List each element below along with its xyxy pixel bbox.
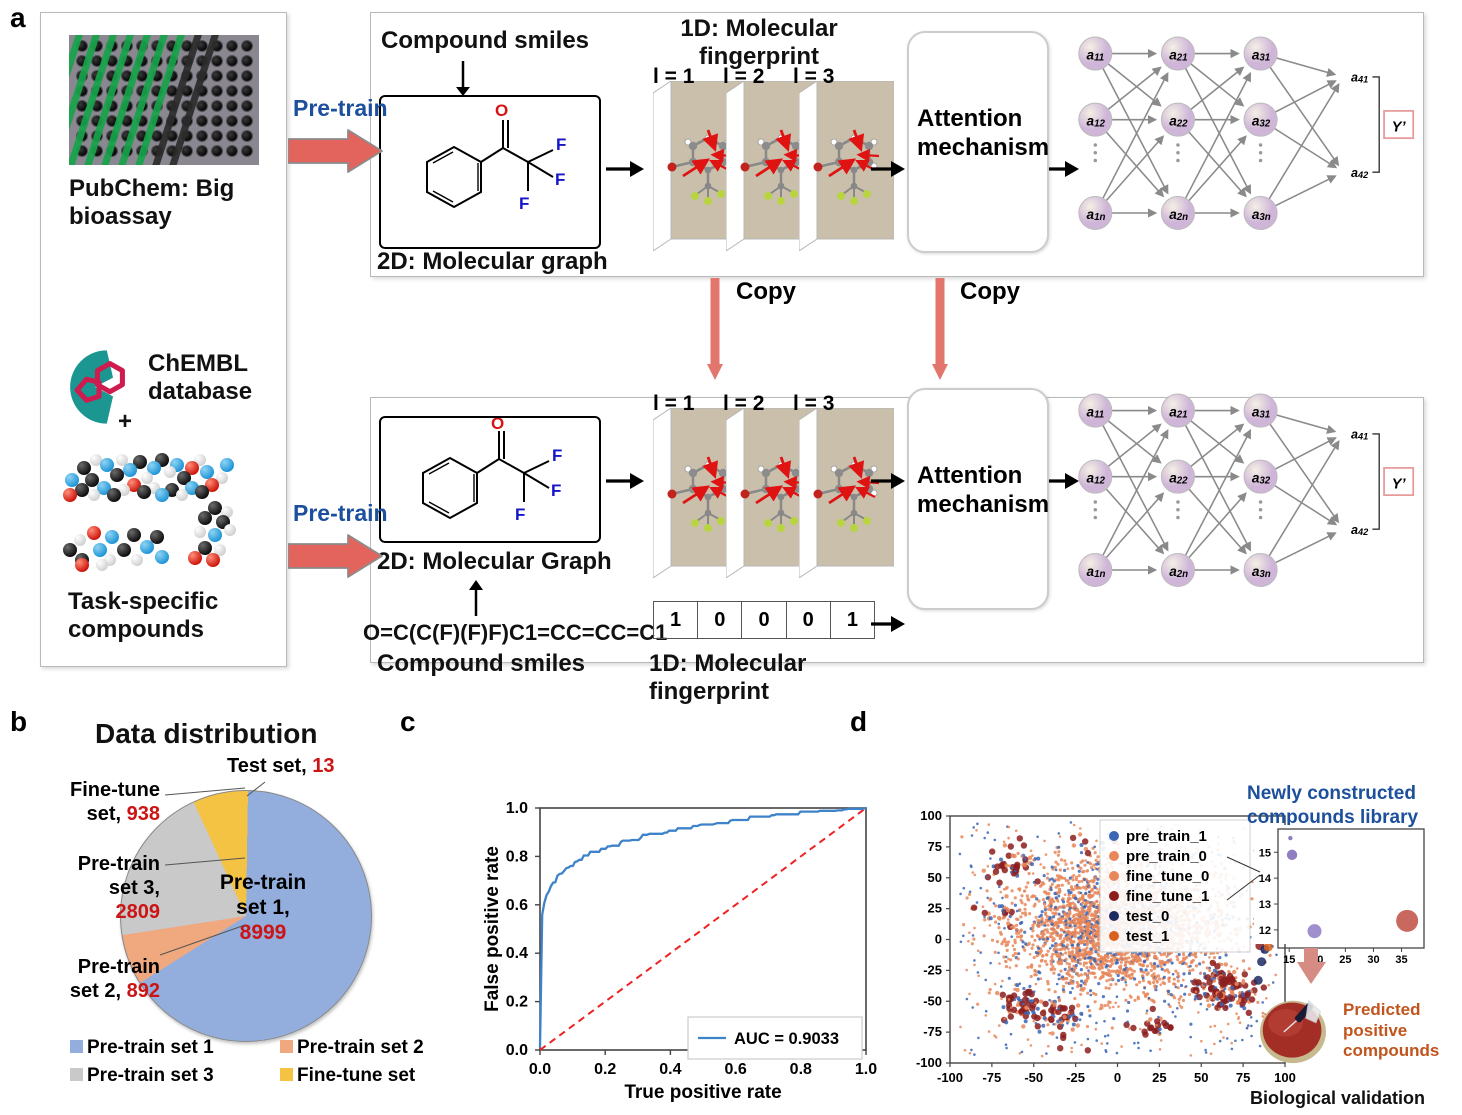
svg-text:25: 25 (1152, 1070, 1166, 1085)
svg-text:test_1: test_1 (1126, 928, 1169, 945)
svg-text:25: 25 (1339, 954, 1351, 966)
svg-text:1.0: 1.0 (855, 1061, 877, 1078)
svg-text:-100: -100 (937, 1070, 963, 1085)
svg-text:0: 0 (935, 932, 942, 947)
svg-text:100: 100 (1274, 1070, 1296, 1085)
svg-text:13: 13 (1259, 899, 1271, 911)
svg-text:a41: a41 (1351, 71, 1368, 85)
svg-text:100: 100 (920, 808, 942, 823)
svg-text:50: 50 (1194, 1070, 1208, 1085)
svg-text:75: 75 (928, 839, 942, 854)
svg-text:F: F (551, 481, 561, 500)
svg-text:-25: -25 (1066, 1070, 1085, 1085)
svg-text:15: 15 (1283, 954, 1295, 966)
svg-text:0.0: 0.0 (529, 1061, 551, 1078)
svg-text:-50: -50 (923, 993, 942, 1008)
svg-text:0.8: 0.8 (506, 848, 528, 865)
svg-text:pre_train_0: pre_train_0 (1126, 848, 1207, 865)
svg-text:F: F (555, 170, 565, 189)
svg-text:30: 30 (1367, 954, 1379, 966)
svg-text:75: 75 (1236, 1070, 1250, 1085)
svg-text:test_0: test_0 (1126, 908, 1169, 925)
svg-text:-75: -75 (923, 1024, 942, 1039)
svg-text:-100: -100 (916, 1055, 942, 1070)
svg-text:0.4: 0.4 (659, 1061, 681, 1078)
svg-text:12: 12 (1259, 925, 1271, 937)
svg-text:fine_tune_1: fine_tune_1 (1126, 888, 1209, 905)
svg-text:0.6: 0.6 (506, 897, 528, 914)
svg-text:14: 14 (1259, 873, 1272, 885)
svg-text:-75: -75 (982, 1070, 1001, 1085)
svg-text:F: F (552, 446, 562, 465)
svg-text:True positive rate: True positive rate (624, 1082, 781, 1103)
svg-text:35: 35 (1395, 954, 1407, 966)
svg-text:0.2: 0.2 (506, 994, 528, 1011)
svg-text:pre_train_1: pre_train_1 (1126, 828, 1207, 845)
svg-text:15: 15 (1259, 847, 1271, 859)
svg-text:-50: -50 (1024, 1070, 1043, 1085)
svg-text:1.0: 1.0 (506, 800, 528, 817)
svg-text:50: 50 (928, 870, 942, 885)
svg-text:a41: a41 (1351, 428, 1368, 442)
svg-text:0.4: 0.4 (506, 945, 528, 962)
svg-text:a42: a42 (1351, 166, 1369, 180)
svg-text:False positive rate: False positive rate (482, 846, 503, 1012)
svg-text:F: F (556, 135, 566, 154)
svg-text:O: O (491, 418, 504, 433)
svg-text:fine_tune_0: fine_tune_0 (1126, 868, 1209, 885)
svg-text:a42: a42 (1351, 523, 1369, 537)
svg-text:0.6: 0.6 (724, 1061, 746, 1078)
svg-text:Y’: Y’ (1392, 119, 1407, 135)
svg-text:Y’: Y’ (1392, 476, 1407, 492)
svg-text:-25: -25 (923, 962, 942, 977)
svg-text:0.8: 0.8 (790, 1061, 812, 1078)
svg-text:O: O (495, 101, 508, 120)
svg-text:AUC = 0.9033: AUC = 0.9033 (734, 1030, 839, 1048)
svg-text:25: 25 (928, 901, 942, 916)
svg-text:F: F (515, 505, 525, 524)
svg-text:F: F (519, 194, 529, 213)
svg-text:0: 0 (1114, 1070, 1121, 1085)
svg-text:0.0: 0.0 (506, 1042, 528, 1059)
svg-text:0.2: 0.2 (594, 1061, 616, 1078)
